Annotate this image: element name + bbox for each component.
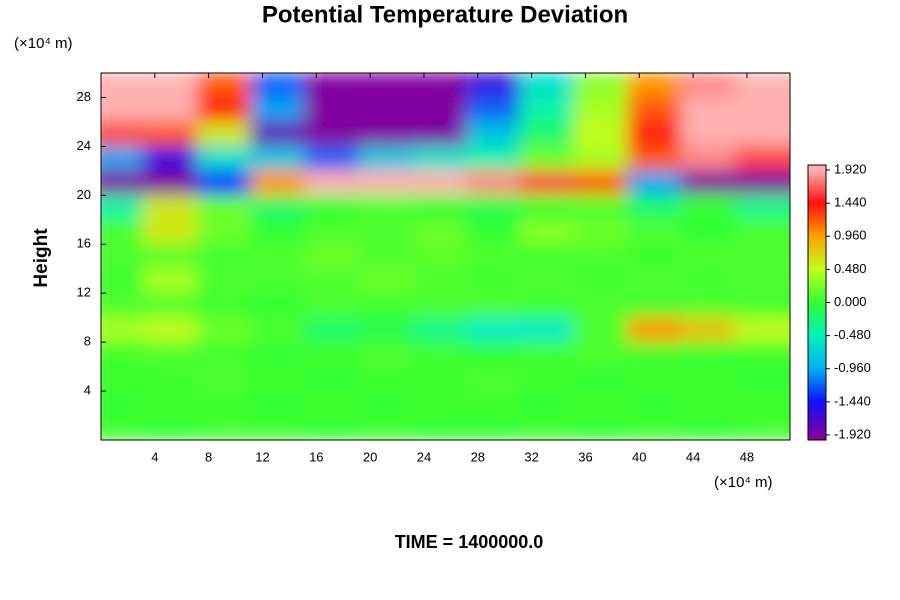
y-tick-label: 12 bbox=[77, 285, 91, 300]
x-tick-label: 28 bbox=[471, 449, 485, 464]
x-tick-label: 20 bbox=[363, 449, 377, 464]
cell bbox=[734, 268, 790, 294]
cell bbox=[734, 219, 790, 245]
cell bbox=[734, 145, 790, 172]
y-axis-title: Height bbox=[31, 228, 52, 288]
x-tick-label: 36 bbox=[578, 449, 592, 464]
x-tick-label: 32 bbox=[524, 449, 538, 464]
cell bbox=[734, 170, 790, 196]
colorbar-tick-label: 1.920 bbox=[834, 161, 867, 176]
x-tick-label: 40 bbox=[632, 449, 646, 464]
cell bbox=[734, 73, 790, 98]
colorbar-tick-label: -1.920 bbox=[834, 426, 871, 441]
x-tick-label: 44 bbox=[686, 449, 700, 464]
x-tick-label: 12 bbox=[255, 449, 269, 464]
cells bbox=[101, 73, 790, 440]
colorbar-tick-label: 0.000 bbox=[834, 294, 867, 309]
y-tick-label: 20 bbox=[77, 187, 91, 202]
cell bbox=[734, 390, 790, 417]
colorbar-tick-label: 0.960 bbox=[834, 228, 867, 243]
y-tick-label: 28 bbox=[77, 89, 91, 104]
chart-title: Potential Temperature Deviation bbox=[262, 1, 628, 28]
cell bbox=[734, 415, 790, 440]
cell bbox=[734, 121, 790, 147]
x-tick-label: 16 bbox=[309, 449, 323, 464]
colorbar-tick-label: 1.440 bbox=[834, 195, 867, 210]
annotation: TIME = 1400000.0 bbox=[395, 532, 544, 552]
x-tick-label: 8 bbox=[205, 449, 212, 464]
x-tick-label: 24 bbox=[417, 449, 431, 464]
cell bbox=[734, 341, 790, 368]
cell bbox=[734, 194, 790, 221]
y-tick-label: 4 bbox=[84, 383, 91, 398]
x-unit: (×10⁴ m) bbox=[714, 474, 773, 491]
cell bbox=[734, 366, 790, 392]
x-tick-label: 4 bbox=[151, 449, 158, 464]
colorbar-tick-label: -0.960 bbox=[834, 360, 871, 375]
y-tick-label: 24 bbox=[77, 138, 91, 153]
cell bbox=[734, 317, 790, 343]
colorbar-tick-label: 0.480 bbox=[834, 261, 867, 276]
colorbar-tick-label: -1.440 bbox=[834, 393, 871, 408]
x-tick-label: 48 bbox=[740, 449, 754, 464]
y-unit: (×10⁴ m) bbox=[14, 35, 73, 52]
cell bbox=[734, 243, 790, 270]
field bbox=[101, 73, 790, 440]
y-tick-label: 16 bbox=[77, 236, 91, 251]
plot-frame bbox=[100, 72, 791, 441]
cell bbox=[734, 96, 790, 123]
y-tick-label: 8 bbox=[84, 334, 91, 349]
cell bbox=[734, 292, 790, 319]
colorbar-tick-label: -0.480 bbox=[834, 327, 871, 342]
colorbar bbox=[807, 164, 827, 441]
